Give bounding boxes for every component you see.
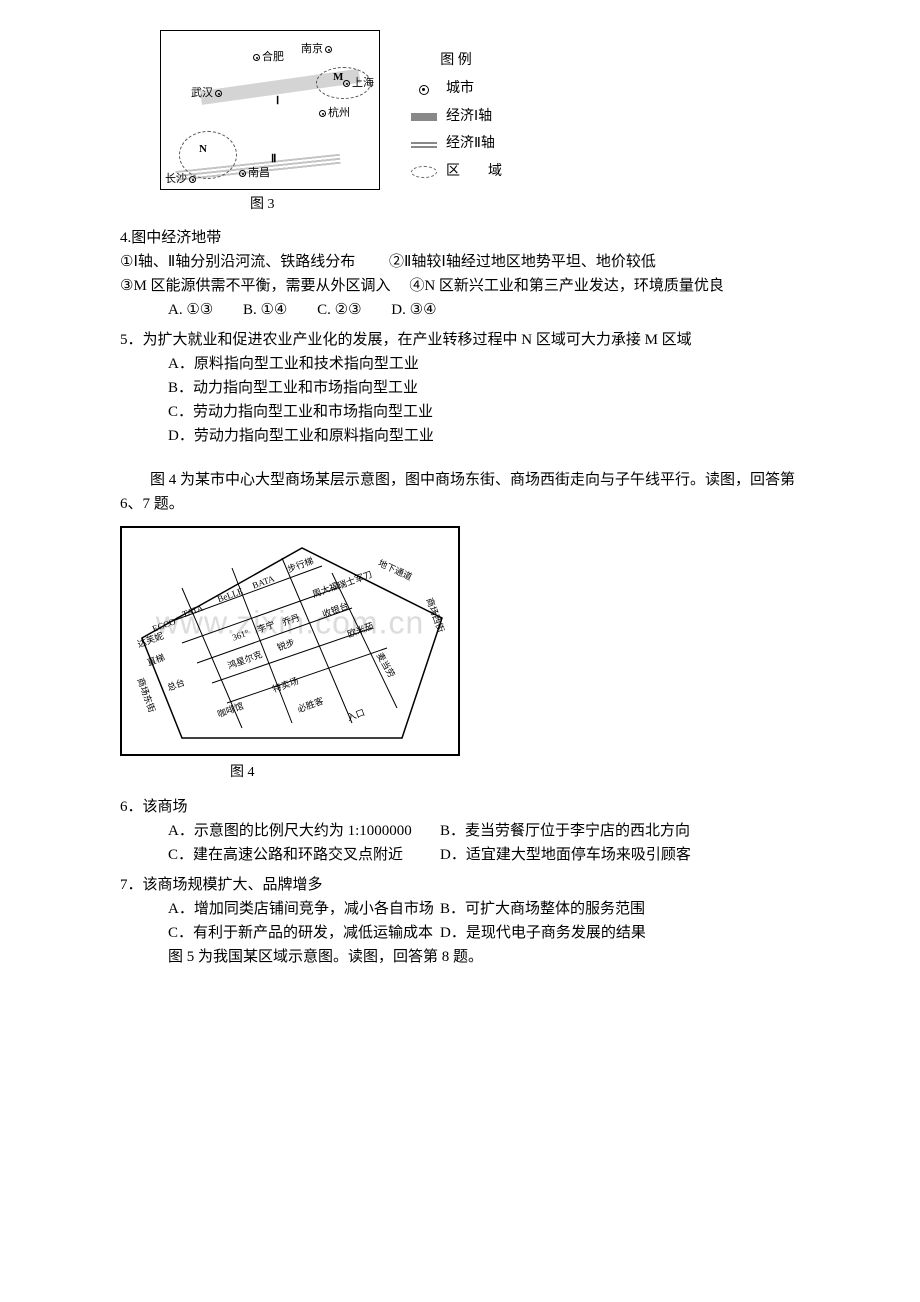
q5-optA: A．原料指向型工业和技术指向型工业 <box>120 352 800 376</box>
q5-optB: B．动力指向型工业和市场指向型工业 <box>120 376 800 400</box>
region-n-label: N <box>199 141 207 159</box>
q7-stem: 7．该商场规模扩大、品牌增多 <box>120 873 800 897</box>
q4-optB: B. ①④ <box>243 302 287 318</box>
figure-3-legend: 图 例 城市 经济Ⅰ轴 经济Ⅱ轴 区 域 <box>410 30 502 188</box>
q6-stem: 6．该商场 <box>120 795 800 819</box>
q4-options: A. ①③ B. ①④ C. ②③ D. ③④ <box>120 298 800 322</box>
city-nanjing: 南京 <box>301 41 332 59</box>
q4-stem: 4.图中经济地带 <box>120 226 800 250</box>
question-5: 5．为扩大就业和促进农业产业化的发展，在产业转移过程中 N 区域可大力承接 M … <box>120 328 800 448</box>
city-hangzhou: 杭州 <box>319 105 350 123</box>
figure-3-map: M N Ⅰ Ⅱ 合肥 南京 上海 武汉 杭州 南昌 长沙 <box>160 30 380 190</box>
question-6: 6．该商场 A．示意图的比例尺大约为 1:1000000 B．麦当劳餐厅位于李宁… <box>120 795 800 867</box>
q4-s2: ②Ⅱ轴较Ⅰ轴经过地区地势平坦、地价较低 <box>389 254 656 270</box>
q6-optA: A．示意图的比例尺大约为 1:1000000 <box>120 819 440 843</box>
intro-6-7: 图 4 为某市中心大型商场某层示意图，图中商场东街、商场西街走向与子午线平行。读… <box>120 468 800 516</box>
intro-8: 图 5 为我国某区域示意图。读图，回答第 8 题。 <box>120 945 800 969</box>
q4-s1: ①Ⅰ轴、Ⅱ轴分别沿河流、铁路线分布 <box>120 254 355 270</box>
legend-title: 图 例 <box>410 50 502 72</box>
q4-optD: D. ③④ <box>391 302 436 318</box>
legend-axis1: 经济Ⅰ轴 <box>410 106 502 128</box>
axis-2-label: Ⅱ <box>271 151 276 169</box>
q4-s4: ④N 区新兴工业和第三产业发达，环境质量优良 <box>409 278 724 294</box>
legend-axis2: 经济Ⅱ轴 <box>410 133 502 155</box>
q6-optC: C．建在高速公路和环路交叉点附近 <box>120 843 440 867</box>
page-content: M N Ⅰ Ⅱ 合肥 南京 上海 武汉 杭州 南昌 长沙 图 例 城市 <box>0 0 920 995</box>
city-shanghai: 上海 <box>343 75 374 93</box>
axis-1-label: Ⅰ <box>276 93 279 111</box>
q7-optB: B．可扩大商场整体的服务范围 <box>440 897 800 921</box>
city-changsha: 长沙 <box>165 171 196 189</box>
q6-optD: D．适宜建大型地面停车场来吸引顾客 <box>440 843 800 867</box>
q5-optC: C．劳动力指向型工业和市场指向型工业 <box>120 400 800 424</box>
q4-optC: C. ②③ <box>317 302 361 318</box>
q6-optB: B．麦当劳餐厅位于李宁店的西北方向 <box>440 819 800 843</box>
city-nanchang: 南昌 <box>239 165 270 183</box>
city-hefei: 合肥 <box>253 49 284 67</box>
q4-optA: A. ①③ <box>168 302 213 318</box>
figure-4-caption: 图 4 <box>230 762 800 784</box>
legend-region: 区 域 <box>410 161 502 183</box>
q7-optD: D．是现代电子商务发展的结果 <box>440 921 800 945</box>
q7-optC: C．有利于新产品的研发，减低运输成本 <box>120 921 440 945</box>
q4-s3: ③M 区能源供需不平衡，需要从外区调入 <box>120 278 391 294</box>
q5-optD: D．劳动力指向型工业和原料指向型工业 <box>120 424 800 448</box>
question-7: 7．该商场规模扩大、品牌增多 A．增加同类店铺间竞争，减小各自市场 B．可扩大商… <box>120 873 800 969</box>
q5-stem: 5．为扩大就业和促进农业产业化的发展，在产业转移过程中 N 区域可大力承接 M … <box>120 328 800 352</box>
question-4: 4.图中经济地带 ①Ⅰ轴、Ⅱ轴分别沿河流、铁路线分布 ②Ⅱ轴较Ⅰ轴经过地区地势平… <box>120 226 800 322</box>
city-wuhan: 武汉 <box>191 85 222 103</box>
legend-city: 城市 <box>410 78 502 100</box>
figure-3-caption: 图 3 <box>250 194 800 216</box>
figure-4-block: www.zixin.com.cn 步行梯 BATA BeLLE TATA ECC… <box>120 526 800 784</box>
q7-optA: A．增加同类店铺间竞争，减小各自市场 <box>120 897 440 921</box>
figure-3-block: M N Ⅰ Ⅱ 合肥 南京 上海 武汉 杭州 南昌 长沙 图 例 城市 <box>160 30 800 216</box>
region-m-label: M <box>333 69 343 87</box>
figure-4-diagram: www.zixin.com.cn 步行梯 BATA BeLLE TATA ECC… <box>120 526 460 756</box>
